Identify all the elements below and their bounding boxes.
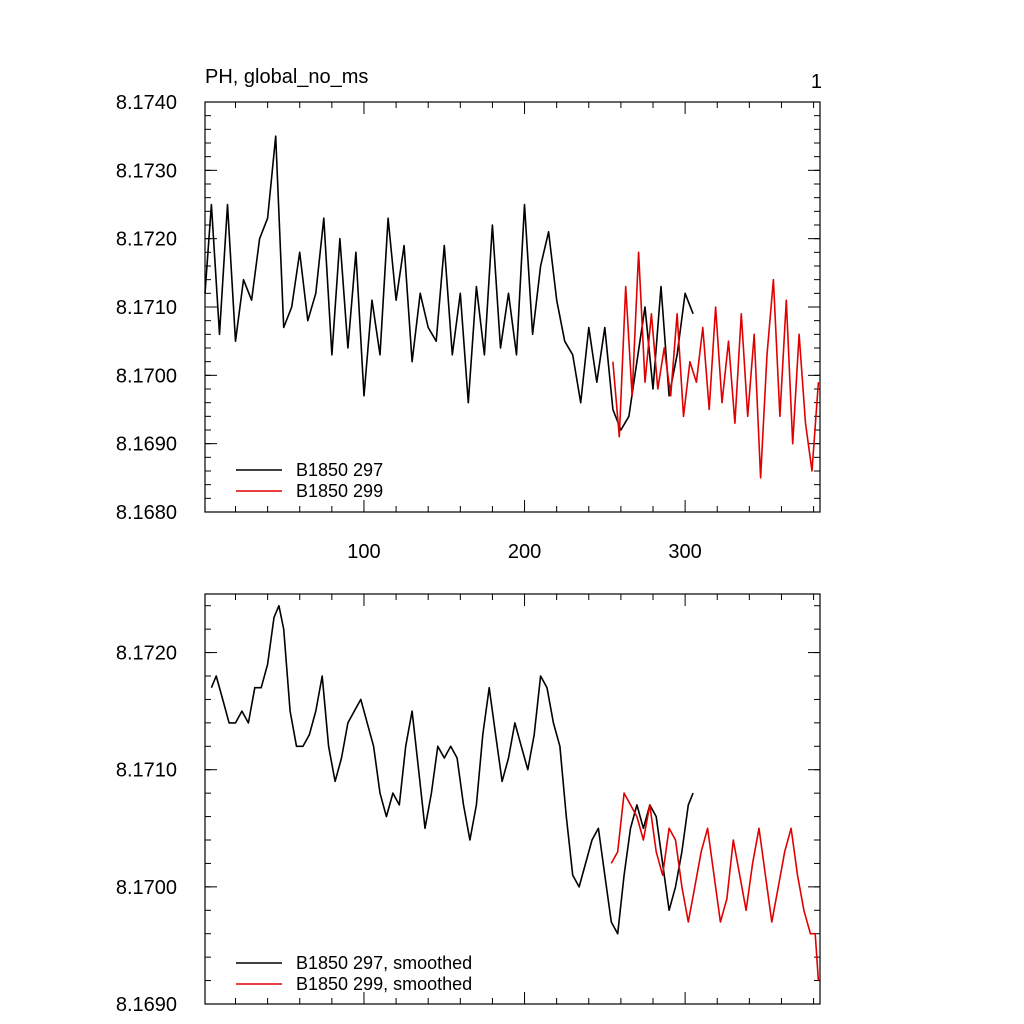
- y-tick-label: 8.1700: [116, 365, 177, 387]
- y-tick-label: 8.1690: [116, 994, 177, 1016]
- chart-title: PH, global_no_ms: [205, 66, 368, 88]
- y-tick-label: 8.1700: [116, 877, 177, 899]
- top-panel: 100 200 300 8.1680 8.1690 8.1700 8.1710 8.1720 8…: [116, 92, 821, 563]
- legend-label: B1850 297: [296, 460, 383, 480]
- y-tick-label: 8.1680: [116, 502, 177, 524]
- y-tick-label: 8.1710: [116, 297, 177, 319]
- series-line-b1850-297-smoothed: [210, 604, 694, 935]
- legend-label: B1850 299: [296, 481, 383, 501]
- y-tick-label: 8.1720: [116, 229, 177, 251]
- x-tick-label: 200: [508, 541, 541, 563]
- panel-number: 1: [811, 71, 822, 93]
- y-tick-label: 8.1710: [116, 760, 177, 782]
- legend-label: B1850 297, smoothed: [296, 953, 472, 973]
- bottom-panel: 8.1690 8.1700 8.1710 8.1720 B1850 297, smoot…: [116, 593, 821, 1016]
- x-tick-label: 100: [347, 541, 380, 563]
- series-line-b1850-297: [204, 135, 694, 431]
- series-line-b1850-299: [612, 251, 820, 479]
- y-tick-label: 8.1690: [116, 434, 177, 456]
- x-tick-label: 300: [668, 541, 701, 563]
- y-tick-label: 8.1740: [116, 92, 177, 114]
- legend-label: B1850 299, smoothed: [296, 974, 472, 994]
- series-line-b1850-299-smoothed: [610, 792, 820, 981]
- y-tick-label: 8.1720: [116, 643, 177, 665]
- plot-frame: [204, 101, 821, 513]
- plot-frame: [204, 593, 821, 1005]
- y-tick-label: 8.1730: [116, 160, 177, 182]
